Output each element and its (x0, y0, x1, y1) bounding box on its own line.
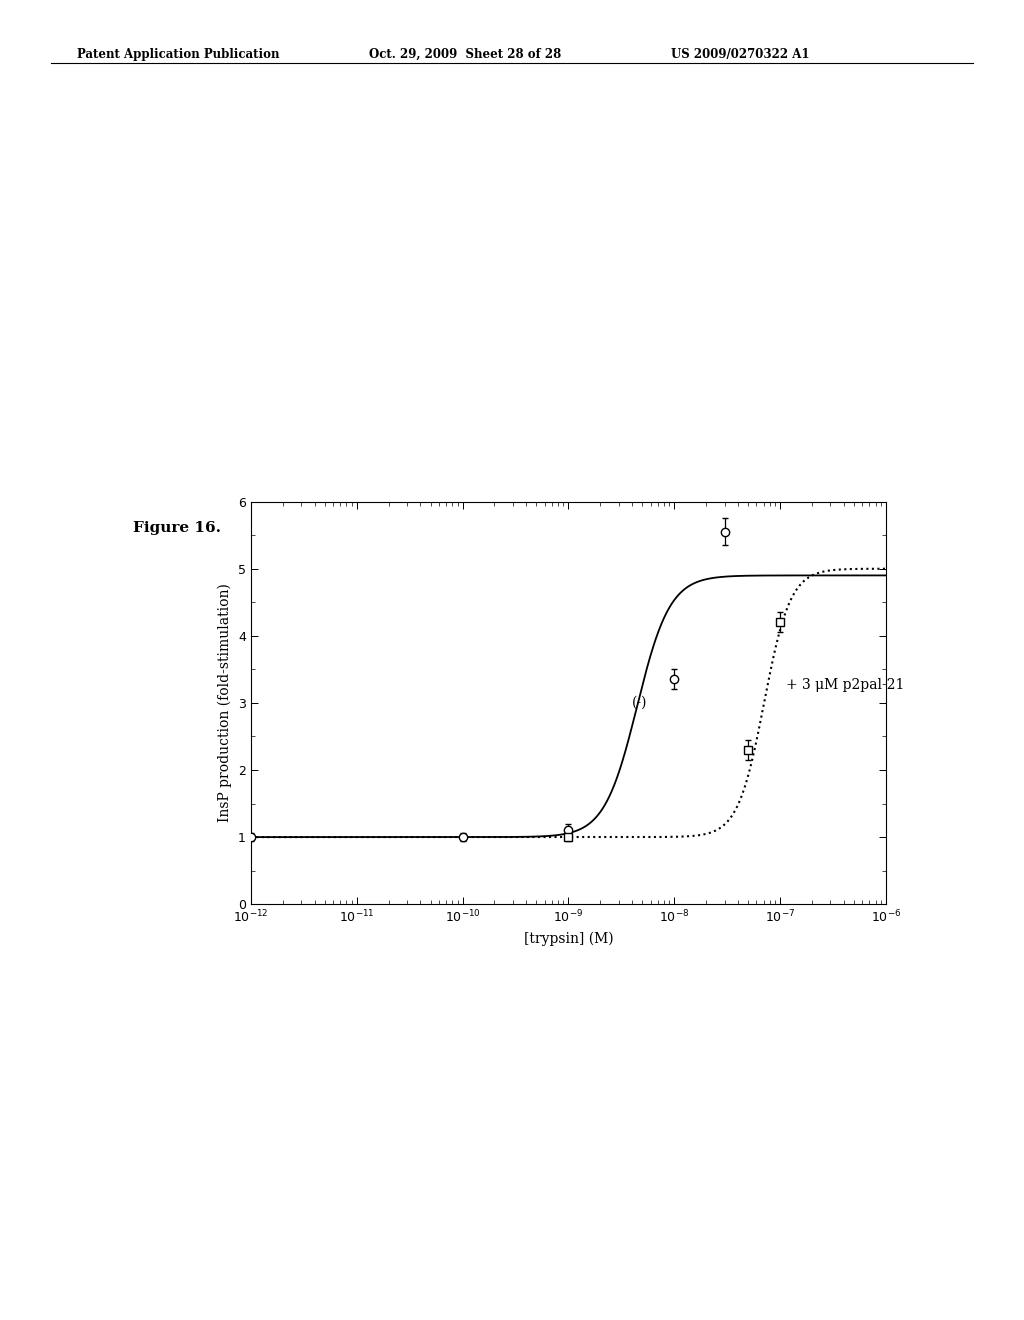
Text: + 3 μM p2pal-21: + 3 μM p2pal-21 (786, 678, 905, 693)
Text: US 2009/0270322 A1: US 2009/0270322 A1 (671, 48, 809, 61)
Y-axis label: InsP production (fold-stimulation): InsP production (fold-stimulation) (218, 583, 232, 822)
Text: Patent Application Publication: Patent Application Publication (77, 48, 280, 61)
Text: (-): (-) (632, 696, 647, 709)
X-axis label: [trypsin] (M): [trypsin] (M) (523, 931, 613, 945)
Text: Oct. 29, 2009  Sheet 28 of 28: Oct. 29, 2009 Sheet 28 of 28 (369, 48, 561, 61)
Text: Figure 16.: Figure 16. (133, 521, 221, 536)
